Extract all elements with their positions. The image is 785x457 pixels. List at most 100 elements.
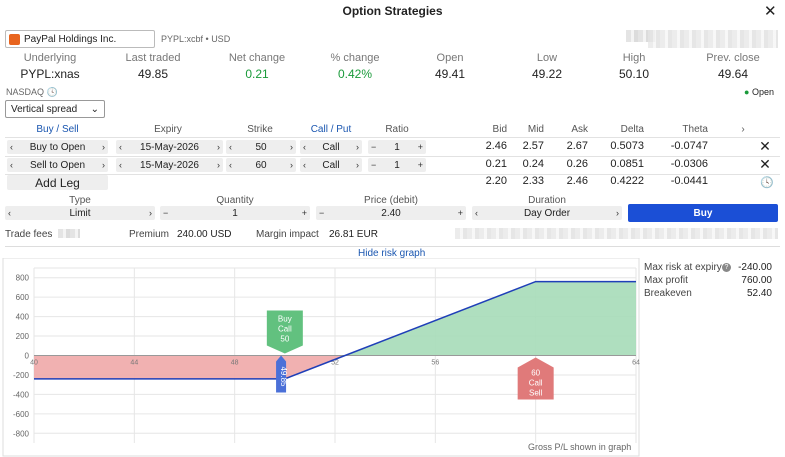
price-value[interactable]: 2.40 [381,207,401,219]
minus-icon[interactable]: − [371,142,377,152]
chevron-left-icon[interactable]: ‹ [303,160,306,170]
quote-value: 0.42% [337,67,373,81]
price-stepper[interactable]: − 2.40 + [316,206,466,220]
x-tick-label: 48 [231,360,239,367]
risk-graph: 800 600 400 200 0 -200 -400 -600 -800 40 44 48 52 56 6… [2,258,640,457]
margin-impact-label: Margin impact [256,229,319,240]
leg-action-select[interactable]: ‹ Buy to Open › [7,140,108,154]
chevron-right-icon[interactable]: › [216,142,220,152]
instrument-name: PayPal Holdings Inc. [24,33,117,45]
chevron-right-icon[interactable]: › [290,160,293,170]
premium-value: 240.00 USD [177,229,232,240]
minus-icon[interactable]: − [371,160,377,170]
chevron-left-icon[interactable]: ‹ [119,160,122,170]
minus-icon[interactable]: − [319,208,325,218]
buy-marker-shape [266,310,303,354]
buy-marker-label: Call [278,325,292,334]
chevron-left-icon[interactable]: ‹ [10,142,13,152]
leg-ratio-stepper[interactable]: − 1 + [368,158,426,172]
sell-marker-shape [517,357,554,400]
quote-value: 49.41 [434,67,466,81]
y-tick-label: -800 [13,429,30,438]
leg-expiry-select[interactable]: ‹ 15-May-2026 › [116,158,223,172]
add-leg-button[interactable]: Add Leg [7,175,108,190]
leg-expiry-select[interactable]: ‹ 15-May-2026 › [116,140,223,154]
quote-value: 49.64 [717,67,749,81]
chevron-right-icon[interactable]: › [616,208,619,218]
remove-leg-icon[interactable]: ✕ [759,156,771,172]
leg-mid: 0.24 [522,158,544,170]
chevron-left-icon[interactable]: ‹ [229,160,232,170]
order-type-label: Type [69,195,91,206]
chevron-right-icon[interactable]: › [355,160,359,170]
chevron-left-icon[interactable]: ‹ [10,160,13,170]
chevron-left-icon[interactable]: ‹ [8,208,11,218]
leg-type-select[interactable]: ‹ Call › [300,140,362,154]
chevron-left-icon[interactable]: ‹ [303,142,306,152]
sell-marker-label: Sell [529,389,543,398]
x-tick-label: 52 [331,360,339,367]
clock-icon[interactable]: 🕓 [760,177,774,189]
paypal-logo-icon [9,33,20,45]
leg-strike-select[interactable]: ‹ 60 › [226,158,296,172]
col-strike: Strike [247,124,273,135]
chevron-right-icon[interactable]: › [102,142,105,152]
chevron-right-icon[interactable]: › [290,142,293,152]
close-icon[interactable]: ✕ [764,3,777,20]
duration-select[interactable]: ‹ Day Order › [472,206,622,220]
minus-icon[interactable]: − [163,208,169,218]
stat-value: 52.40 [746,288,772,299]
order-qty-label: Quantity [216,195,254,206]
scroll-right-icon[interactable]: › [741,124,745,135]
hide-risk-graph-link[interactable]: Hide risk graph [354,248,430,259]
plus-icon[interactable]: + [417,160,423,170]
y-tick-label: 600 [16,293,30,302]
leg-ratio-stepper[interactable]: − 1 + [368,140,426,154]
chevron-right-icon[interactable]: › [149,208,152,218]
instrument-search[interactable]: PayPal Holdings Inc. [5,30,155,48]
y-tick-label: -400 [13,390,30,399]
premium-label: Premium [129,229,170,240]
chevron-right-icon[interactable]: › [101,160,105,170]
leg-type-select[interactable]: ‹ Call › [300,158,362,172]
chart-frame [2,258,640,457]
stat-label: Max profit [644,275,688,286]
status-dot-icon: ● [744,87,750,97]
order-type-value: Limit [69,207,91,219]
leg-type-select-value: Call [322,141,340,153]
total-mid: 2.33 [522,175,544,187]
margin-impact-value: 26.81 EUR [329,229,378,240]
quantity-stepper[interactable]: − 1 + [160,206,310,220]
quote-value: PYPL:xnas [20,67,80,81]
chevron-right-icon[interactable]: › [216,160,220,170]
quote-row: Underlying PYPL:xnas Last traded 49.85 Net c… [5,52,780,84]
leg-ratio-stepper-value: 1 [394,141,400,153]
leg-expiry-select-value: 15-May-2026 [140,159,199,171]
leg-strike-select[interactable]: ‹ 50 › [226,140,296,154]
order-type-select[interactable]: ‹ Limit › [5,206,155,220]
plus-icon[interactable]: + [457,208,463,218]
quote-label: Net change [228,52,286,64]
col-delta: Delta [620,124,644,135]
leg-theta: -0.0306 [670,158,708,170]
sell-marker-label: Call [529,379,543,388]
strategy-select[interactable]: Vertical spread ⌄ [5,100,105,118]
chevron-right-icon[interactable]: › [355,142,359,152]
quote-label: Open [436,52,464,64]
leg-bid: 0.21 [485,158,507,170]
buy-button[interactable]: Buy [628,204,778,222]
help-icon[interactable]: ? [722,263,731,272]
leg-ask: 2.67 [566,140,588,152]
quantity-value[interactable]: 1 [232,207,238,219]
chevron-left-icon[interactable]: ‹ [119,142,122,152]
chevron-left-icon[interactable]: ‹ [229,142,232,152]
remove-leg-icon[interactable]: ✕ [759,138,771,154]
total-bid: 2.20 [485,175,507,187]
market-status: ● Open [744,87,774,97]
leg-action-select[interactable]: ‹ Sell to Open › [7,158,108,172]
plus-icon[interactable]: + [301,208,307,218]
chevron-left-icon[interactable]: ‹ [475,208,478,218]
instrument-code-line: PYPL:xcbf • USD [161,34,231,44]
plus-icon[interactable]: + [417,142,423,152]
leg-type-select-value: Call [322,159,340,171]
